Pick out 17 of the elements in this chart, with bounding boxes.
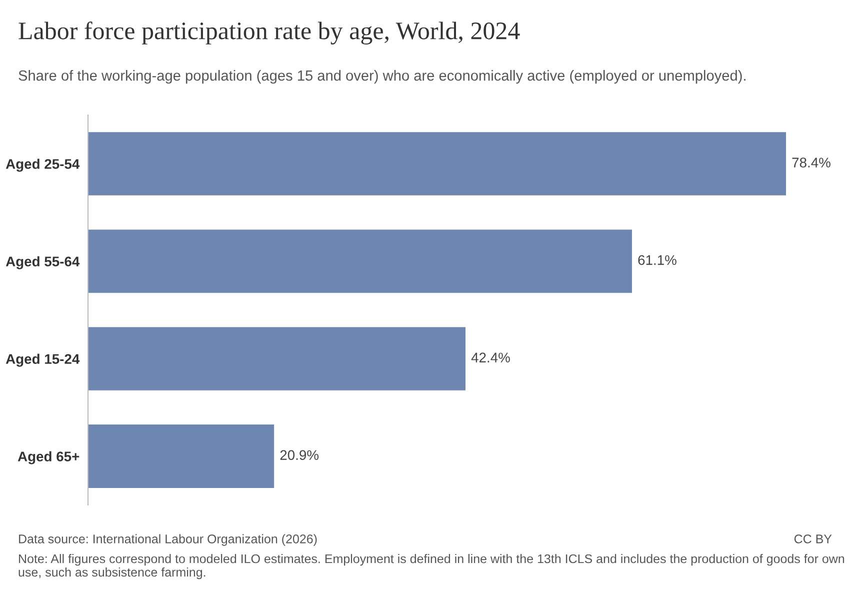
source-note: Data source: International Labour Organization (2026) bbox=[19, 534, 317, 546]
bar bbox=[88, 424, 274, 488]
text: CC BY bbox=[794, 534, 832, 544]
data-label: 78.4% bbox=[792, 158, 830, 168]
y-tick-label: Aged 25-54 bbox=[6, 158, 80, 172]
bar bbox=[88, 230, 632, 293]
y-tick-label: Aged 65+ bbox=[18, 451, 80, 464]
bar bbox=[88, 327, 466, 390]
chart-title: Labor force participation rate by age, World, 2024 bbox=[18, 22, 520, 44]
data-label: 42.4% bbox=[471, 352, 510, 362]
text: Note: All figures correspond to modeled ILO estimates. Employment is defined in line with the 13th ICLS and includes the production of goods for own use, such as subsistence farming. bbox=[18, 554, 844, 580]
y-tick-label: Aged 15-24 bbox=[6, 354, 80, 367]
chart-subtitle: Share of the working-age population (ages 15 and over) who are economically active (employed or unemployed). bbox=[18, 70, 746, 84]
y-tick-label: Aged 55-64 bbox=[6, 256, 80, 270]
bar bbox=[88, 132, 786, 196]
data-label: 20.9% bbox=[280, 450, 319, 460]
data-label: 61.1% bbox=[638, 255, 676, 265]
